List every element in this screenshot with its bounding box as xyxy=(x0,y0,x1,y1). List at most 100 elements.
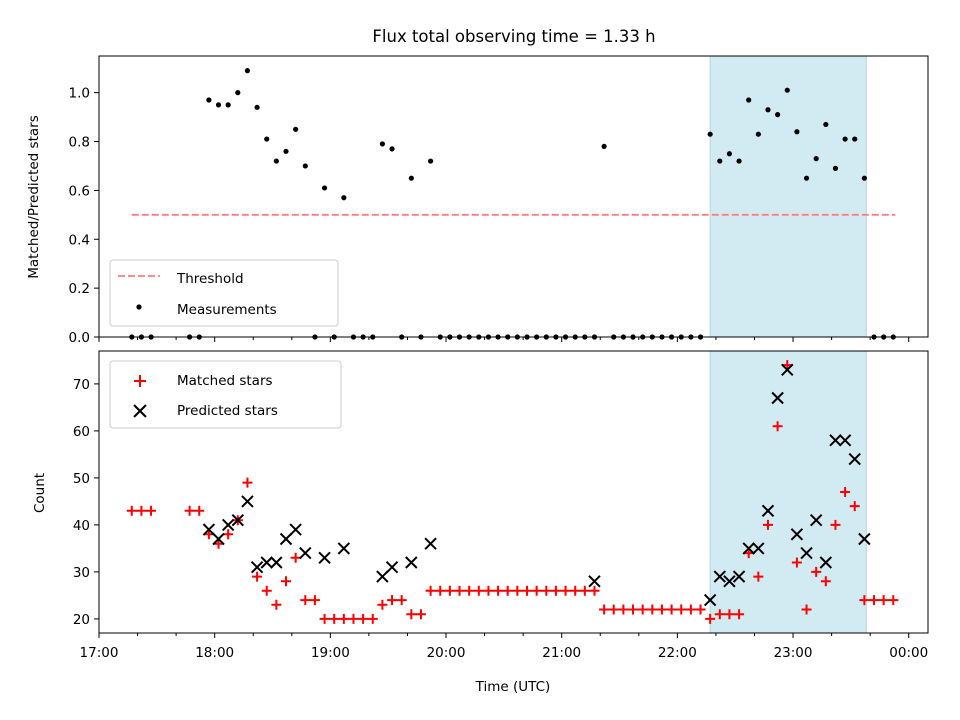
predicted-star-point xyxy=(713,570,726,583)
measurement-point xyxy=(389,146,395,152)
matched-star-point xyxy=(685,604,696,615)
measurement-point xyxy=(842,136,848,142)
predicted-star-point xyxy=(270,556,283,569)
measurement-point xyxy=(717,158,723,164)
bottom-legend: Matched stars Predicted stars xyxy=(109,360,342,429)
predicted-star-point xyxy=(241,495,254,508)
measurement-point xyxy=(784,87,790,93)
bottom-y-axis-label: Count xyxy=(32,473,48,513)
matched-star-point xyxy=(801,604,812,615)
top-y-tick-label: 0.6 xyxy=(69,183,90,199)
matched-star-point xyxy=(695,604,706,615)
measurement-point xyxy=(235,90,241,96)
matched-star-point xyxy=(184,505,195,516)
matched-star-point xyxy=(512,585,523,596)
x-tick-label: 21:00 xyxy=(542,645,581,661)
measurement-point xyxy=(707,131,713,137)
matched-star-point xyxy=(531,585,542,596)
bottom-y-tick-label: 20 xyxy=(73,612,90,628)
matched-star-point xyxy=(647,604,658,615)
predicted-star-point xyxy=(318,551,331,565)
top-observing-window xyxy=(709,55,867,338)
matched-star-point xyxy=(820,576,831,587)
matched-star-point xyxy=(146,505,157,516)
measurements-legend-label: Measurements xyxy=(177,302,277,318)
matched-star-point xyxy=(599,604,610,615)
chart-title: Flux total observing time = 1.33 h xyxy=(372,27,655,46)
matched-star-point xyxy=(656,604,667,615)
predicted-star-point xyxy=(703,593,717,607)
predicted-star-point xyxy=(752,542,765,555)
bottom-y-tick-label: 40 xyxy=(73,518,90,534)
x-tick-label: 20:00 xyxy=(427,645,466,661)
matched-star-point xyxy=(136,505,147,516)
x-axis-label: Time (UTC) xyxy=(475,679,551,695)
predicted-star-point xyxy=(781,363,794,377)
matched-star-point xyxy=(377,599,388,610)
top-y-tick-label: 0.8 xyxy=(69,135,90,151)
predicted-star-point xyxy=(771,391,784,405)
measurement-point xyxy=(755,131,761,137)
matched-star-point xyxy=(570,585,581,596)
bottom-y-tick-label: 70 xyxy=(73,377,90,393)
matched-star-point xyxy=(628,604,639,615)
measurement-point xyxy=(408,175,414,181)
matched-star-point xyxy=(300,595,311,606)
matched-star-point xyxy=(435,585,446,596)
measurement-point xyxy=(379,141,386,147)
matched-star-point xyxy=(223,529,234,540)
matched-star-point xyxy=(859,595,870,606)
matched-star-point xyxy=(348,613,359,624)
measurement-point xyxy=(601,143,607,150)
matched-star-point xyxy=(666,604,677,615)
measurement-point xyxy=(341,195,347,201)
measurement-point xyxy=(244,68,251,74)
measurement-point xyxy=(861,175,867,181)
matched-star-point xyxy=(473,585,484,596)
measurement-point xyxy=(428,158,434,164)
top-y-axis-label: Matched/Predicted stars xyxy=(26,115,42,278)
measurement-point xyxy=(302,163,308,169)
predicted-star-point xyxy=(858,532,871,546)
predicted-star-point xyxy=(588,575,601,588)
matched-star-point xyxy=(252,571,263,582)
predicted-star-point xyxy=(848,452,861,466)
matched-star-point xyxy=(734,609,745,620)
top-plot-frame xyxy=(98,55,929,338)
matched-star-point xyxy=(878,595,889,606)
top-legend: Threshold Measurements xyxy=(109,259,339,327)
predicted-star-point xyxy=(212,532,225,546)
bottom-panel: 20 30 40 50 60 70 17:00 18:00 19:00 20:00 21:00 22… xyxy=(32,350,929,695)
bottom-y-tick-label: 50 xyxy=(73,471,90,487)
measurement-point xyxy=(293,126,299,132)
predicted-legend-marker xyxy=(133,404,147,418)
matched-star-point xyxy=(714,609,725,620)
predicted-star-point xyxy=(337,542,351,555)
matched-star-point xyxy=(589,585,600,596)
measurement-point xyxy=(206,97,212,103)
bottom-legend-box xyxy=(109,360,342,429)
matched-star-point xyxy=(194,505,205,516)
matched-star-point xyxy=(290,552,301,563)
matched-star-point xyxy=(406,609,417,620)
matched-star-point xyxy=(830,519,841,530)
matched-star-point xyxy=(396,595,407,606)
matched-star-point xyxy=(618,604,629,615)
predicted-star-point xyxy=(376,570,389,583)
matched-star-point xyxy=(753,571,764,582)
measurement-point xyxy=(215,102,222,108)
bottom-y-tick-label: 30 xyxy=(73,565,90,581)
predicted-star-point xyxy=(405,556,418,569)
matched-star-point xyxy=(126,505,137,516)
predicted-star-point xyxy=(289,523,302,536)
matched-star-point xyxy=(550,585,561,596)
predicted-star-point xyxy=(202,523,216,536)
measurement-point xyxy=(726,151,733,157)
measurement-point xyxy=(832,165,839,171)
matched-star-point xyxy=(319,613,330,624)
matched-star-point xyxy=(869,595,880,606)
predicted-star-point xyxy=(790,528,804,541)
matched-star-point xyxy=(281,576,292,587)
bottom-y-tick-label: 60 xyxy=(73,424,90,440)
x-tick-label: 19:00 xyxy=(311,645,350,661)
